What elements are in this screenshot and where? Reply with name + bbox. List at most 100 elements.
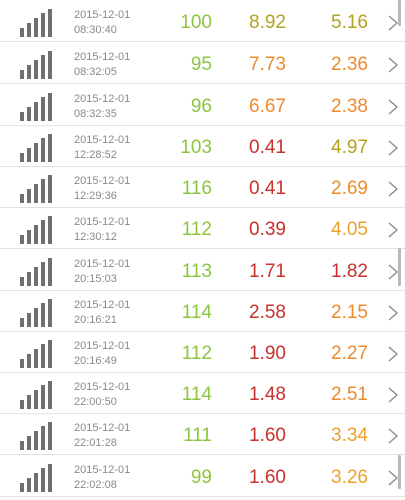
chevron-right-icon[interactable] xyxy=(386,99,400,115)
value-2: 0.39 xyxy=(249,219,286,240)
value-2: 1.71 xyxy=(249,261,286,282)
value-3: 4.97 xyxy=(331,137,368,158)
value-1: 103 xyxy=(180,137,212,158)
value-1: 112 xyxy=(181,343,212,364)
signal-bar xyxy=(34,225,38,244)
signal-strength-icon xyxy=(20,422,54,450)
value-1: 95 xyxy=(190,54,212,75)
chevron-right-icon[interactable] xyxy=(386,346,400,362)
value-1: 99 xyxy=(190,467,212,488)
list-item[interactable]: 2015-12-01 08:32:35 96 6.67 2.38 xyxy=(0,86,405,126)
list-item[interactable]: 2015-12-01 12:30:12 112 0.39 4.05 xyxy=(0,209,405,249)
signal-strength-icon xyxy=(20,51,54,79)
date-label: 2015-12-01 xyxy=(74,340,131,352)
chevron-right-icon[interactable] xyxy=(386,15,400,31)
signal-bar xyxy=(48,216,52,244)
signal-bar xyxy=(20,359,24,368)
timestamp: 2015-12-01 20:16:49 xyxy=(74,339,130,369)
signal-bar xyxy=(41,344,45,368)
timestamp: 2015-12-01 22:00:50 xyxy=(74,380,130,410)
list-item[interactable]: 2015-12-01 20:16:49 112 1.90 2.27 xyxy=(0,333,405,373)
chevron-right-icon[interactable] xyxy=(386,222,400,238)
time-label: 22:02:08 xyxy=(74,479,117,491)
signal-bar xyxy=(27,395,31,409)
list-item[interactable]: 2015-12-01 22:02:08 99 1.60 3.26 xyxy=(0,457,405,497)
list-item[interactable]: 2015-12-01 08:30:40 100 8.92 5.16 xyxy=(0,2,405,42)
value-2: 1.90 xyxy=(249,343,286,364)
chevron-right-icon[interactable] xyxy=(386,264,400,280)
scrollbar-top[interactable] xyxy=(398,0,401,26)
signal-bar xyxy=(34,18,38,37)
chevron-right-icon[interactable] xyxy=(386,305,400,321)
scrollbar-thumb[interactable] xyxy=(398,248,401,286)
chevron-right-icon[interactable] xyxy=(386,181,400,197)
value-2: 6.67 xyxy=(249,96,286,117)
signal-bar xyxy=(34,473,38,492)
chevron-right-icon[interactable] xyxy=(386,57,400,73)
signal-bar xyxy=(34,267,38,286)
signal-bar xyxy=(20,153,24,162)
signal-bar xyxy=(34,308,38,327)
signal-bar xyxy=(20,277,24,286)
value-2: 2.58 xyxy=(249,302,286,323)
list-item[interactable]: 2015-12-01 12:28:52 103 0.41 4.97 xyxy=(0,127,405,167)
list-item[interactable]: 2015-12-01 22:01:28 111 1.60 3.34 xyxy=(0,415,405,455)
signal-bar xyxy=(41,303,45,327)
signal-bar xyxy=(48,340,52,368)
chevron-right-icon[interactable] xyxy=(386,470,400,486)
signal-bar xyxy=(27,230,31,244)
value-3: 4.05 xyxy=(331,219,368,240)
signal-bar xyxy=(20,400,24,409)
time-label: 22:00:50 xyxy=(74,396,117,408)
time-label: 12:28:52 xyxy=(74,149,117,161)
timestamp: 2015-12-01 12:29:36 xyxy=(74,174,130,204)
signal-strength-icon xyxy=(20,175,54,203)
date-label: 2015-12-01 xyxy=(74,422,131,434)
chevron-right-icon[interactable] xyxy=(386,428,400,444)
signal-bar xyxy=(48,258,52,286)
signal-bar xyxy=(20,318,24,327)
signal-strength-icon xyxy=(20,258,54,286)
value-2: 1.60 xyxy=(249,425,286,446)
value-2: 1.48 xyxy=(249,384,286,405)
value-2: 0.41 xyxy=(249,178,286,199)
signal-strength-icon xyxy=(20,381,54,409)
scrollbar-bottom[interactable] xyxy=(398,455,401,489)
signal-bar xyxy=(41,97,45,121)
signal-bar xyxy=(48,134,52,162)
signal-bar xyxy=(34,349,38,368)
signal-bar xyxy=(34,184,38,203)
value-3: 5.16 xyxy=(331,12,368,33)
value-3: 2.69 xyxy=(331,178,368,199)
date-label: 2015-12-01 xyxy=(74,51,131,63)
list-item[interactable]: 2015-12-01 12:29:36 116 0.41 2.69 xyxy=(0,168,405,208)
timestamp: 2015-12-01 08:30:40 xyxy=(74,8,130,38)
list-item[interactable]: 2015-12-01 22:00:50 114 1.48 2.51 xyxy=(0,374,405,414)
chevron-right-icon[interactable] xyxy=(386,140,400,156)
signal-bar xyxy=(34,390,38,409)
signal-bar xyxy=(48,175,52,203)
chevron-right-icon[interactable] xyxy=(386,387,400,403)
timestamp: 2015-12-01 22:02:08 xyxy=(74,463,130,493)
signal-bar xyxy=(48,464,52,492)
signal-bar xyxy=(48,93,52,121)
value-3: 2.15 xyxy=(331,302,368,323)
signal-bar xyxy=(20,112,24,121)
signal-bar xyxy=(20,483,24,492)
time-label: 08:32:05 xyxy=(74,66,117,78)
list-item[interactable]: 2015-12-01 20:15:03 113 1.71 1.82 xyxy=(0,251,405,291)
signal-bar xyxy=(41,220,45,244)
signal-bar xyxy=(34,102,38,121)
signal-bar xyxy=(27,478,31,492)
time-label: 12:29:36 xyxy=(74,190,117,202)
value-3: 2.36 xyxy=(331,54,368,75)
date-label: 2015-12-01 xyxy=(74,93,131,105)
signal-bar xyxy=(27,65,31,79)
timestamp: 2015-12-01 08:32:35 xyxy=(74,92,130,122)
signal-bar xyxy=(34,431,38,450)
timestamp: 2015-12-01 12:28:52 xyxy=(74,133,130,163)
list-item[interactable]: 2015-12-01 08:32:05 95 7.73 2.36 xyxy=(0,44,405,84)
value-1: 113 xyxy=(181,261,212,282)
list-item[interactable]: 2015-12-01 20:16:21 114 2.58 2.15 xyxy=(0,292,405,332)
date-label: 2015-12-01 xyxy=(74,216,131,228)
